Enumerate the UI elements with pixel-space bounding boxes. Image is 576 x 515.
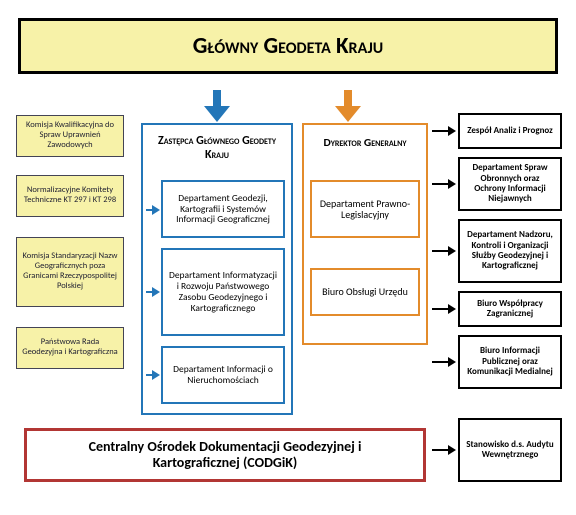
blue-mini-arrow-0	[146, 205, 160, 215]
blue-box-2-text: Departament Informacji o Nieruchomościac…	[167, 364, 279, 386]
orange-box-1-text: Biuro Obsługi Urzędu	[322, 286, 408, 298]
arrow-down-orange	[335, 90, 361, 124]
left-box-1: Normalizacyjne Komitety Techniczne KT 29…	[16, 175, 124, 217]
bottom-text: Centralny Ośrodek Dokumentacji Geodezyjn…	[47, 439, 403, 471]
left-box-0: Komisja Kwalifikacyjna do Spraw Uprawnie…	[16, 115, 124, 157]
arrow-down-blue	[204, 90, 230, 124]
blue-mini-arrow-1	[146, 287, 160, 297]
orange-box-1: Biuro Obsługi Urzędu	[310, 268, 420, 316]
left-text-0: Komisja Kwalifikacyjna do Spraw Uprawnie…	[21, 121, 119, 150]
blue-box-1: Departament Informatyzacji i Rozwoju Pań…	[161, 248, 285, 336]
left-text-1: Normalizacyjne Komitety Techniczne KT 29…	[21, 186, 119, 206]
r-arrow-2	[432, 246, 456, 256]
r-arrow-5	[432, 445, 456, 455]
r-arrow-4	[432, 357, 456, 367]
blue-box-1-text: Departament Informatyzacji i Rozwoju Pań…	[167, 270, 279, 314]
blue-header-text: Zastępca Głównego Geodety Kraju	[145, 135, 289, 163]
left-text-3: Państwowa Rada Geodezyjna i Kartograficz…	[21, 338, 119, 358]
r-arrow-1	[432, 179, 456, 189]
orange-header-text: Dyrektor Generalny	[323, 137, 406, 150]
left-box-3: Państwowa Rada Geodezyjna i Kartograficz…	[16, 327, 124, 369]
right-text-2: Departament Nadzoru, Kontroli i Organiza…	[464, 230, 556, 271]
right-text-3: Biuro Współpracy Zagranicznej	[464, 299, 556, 320]
right-box-1: Departament Spraw Obronnych oraz Ochrony…	[458, 157, 562, 211]
blue-box-0: Departament Geodezji, Kartografii i Syst…	[161, 180, 285, 238]
left-box-2: Komisja Standaryzacji Nazw Geograficznyc…	[16, 237, 124, 307]
right-text-1: Departament Spraw Obronnych oraz Ochrony…	[464, 163, 556, 204]
orange-box-0: Departament Prawno-Legislacyjny	[310, 180, 420, 238]
right-box-3: Biuro Współpracy Zagranicznej	[458, 291, 562, 327]
orange-box-0-text: Departament Prawno-Legislacyjny	[316, 198, 414, 221]
right-box-2: Departament Nadzoru, Kontroli i Organiza…	[458, 219, 562, 283]
orange-header: Dyrektor Generalny	[306, 128, 424, 160]
right-text-4: Biuro Informacji Publicznej oraz Komunik…	[464, 346, 556, 377]
right-box-0: Zespół Analiz i Prognoz	[458, 113, 562, 149]
right-box-5: Stanowisko d.s. Audytu Wewnętrznego	[458, 418, 562, 482]
r-arrow-0	[432, 126, 456, 136]
blue-mini-arrow-2	[146, 370, 160, 380]
right-text-5: Stanowisko d.s. Audytu Wewnętrznego	[464, 440, 556, 461]
blue-box-2: Departament Informacji o Nieruchomościac…	[161, 346, 285, 404]
right-text-0: Zespół Analiz i Prognoz	[467, 126, 553, 136]
org-chart: Główny Geodeta Kraju Komisja Kwalifikacy…	[0, 0, 576, 515]
right-box-4: Biuro Informacji Publicznej oraz Komunik…	[458, 335, 562, 389]
bottom-box: Centralny Ośrodek Dokumentacji Geodezyjn…	[24, 428, 426, 482]
blue-box-0-text: Departament Geodezji, Kartografii i Syst…	[167, 193, 279, 226]
blue-header: Zastępca Głównego Geodety Kraju	[145, 128, 289, 170]
title-box: Główny Geodeta Kraju	[18, 18, 558, 74]
r-arrow-3	[432, 304, 456, 314]
left-text-2: Komisja Standaryzacji Nazw Geograficznyc…	[21, 252, 119, 291]
title-text: Główny Geodeta Kraju	[193, 33, 383, 59]
